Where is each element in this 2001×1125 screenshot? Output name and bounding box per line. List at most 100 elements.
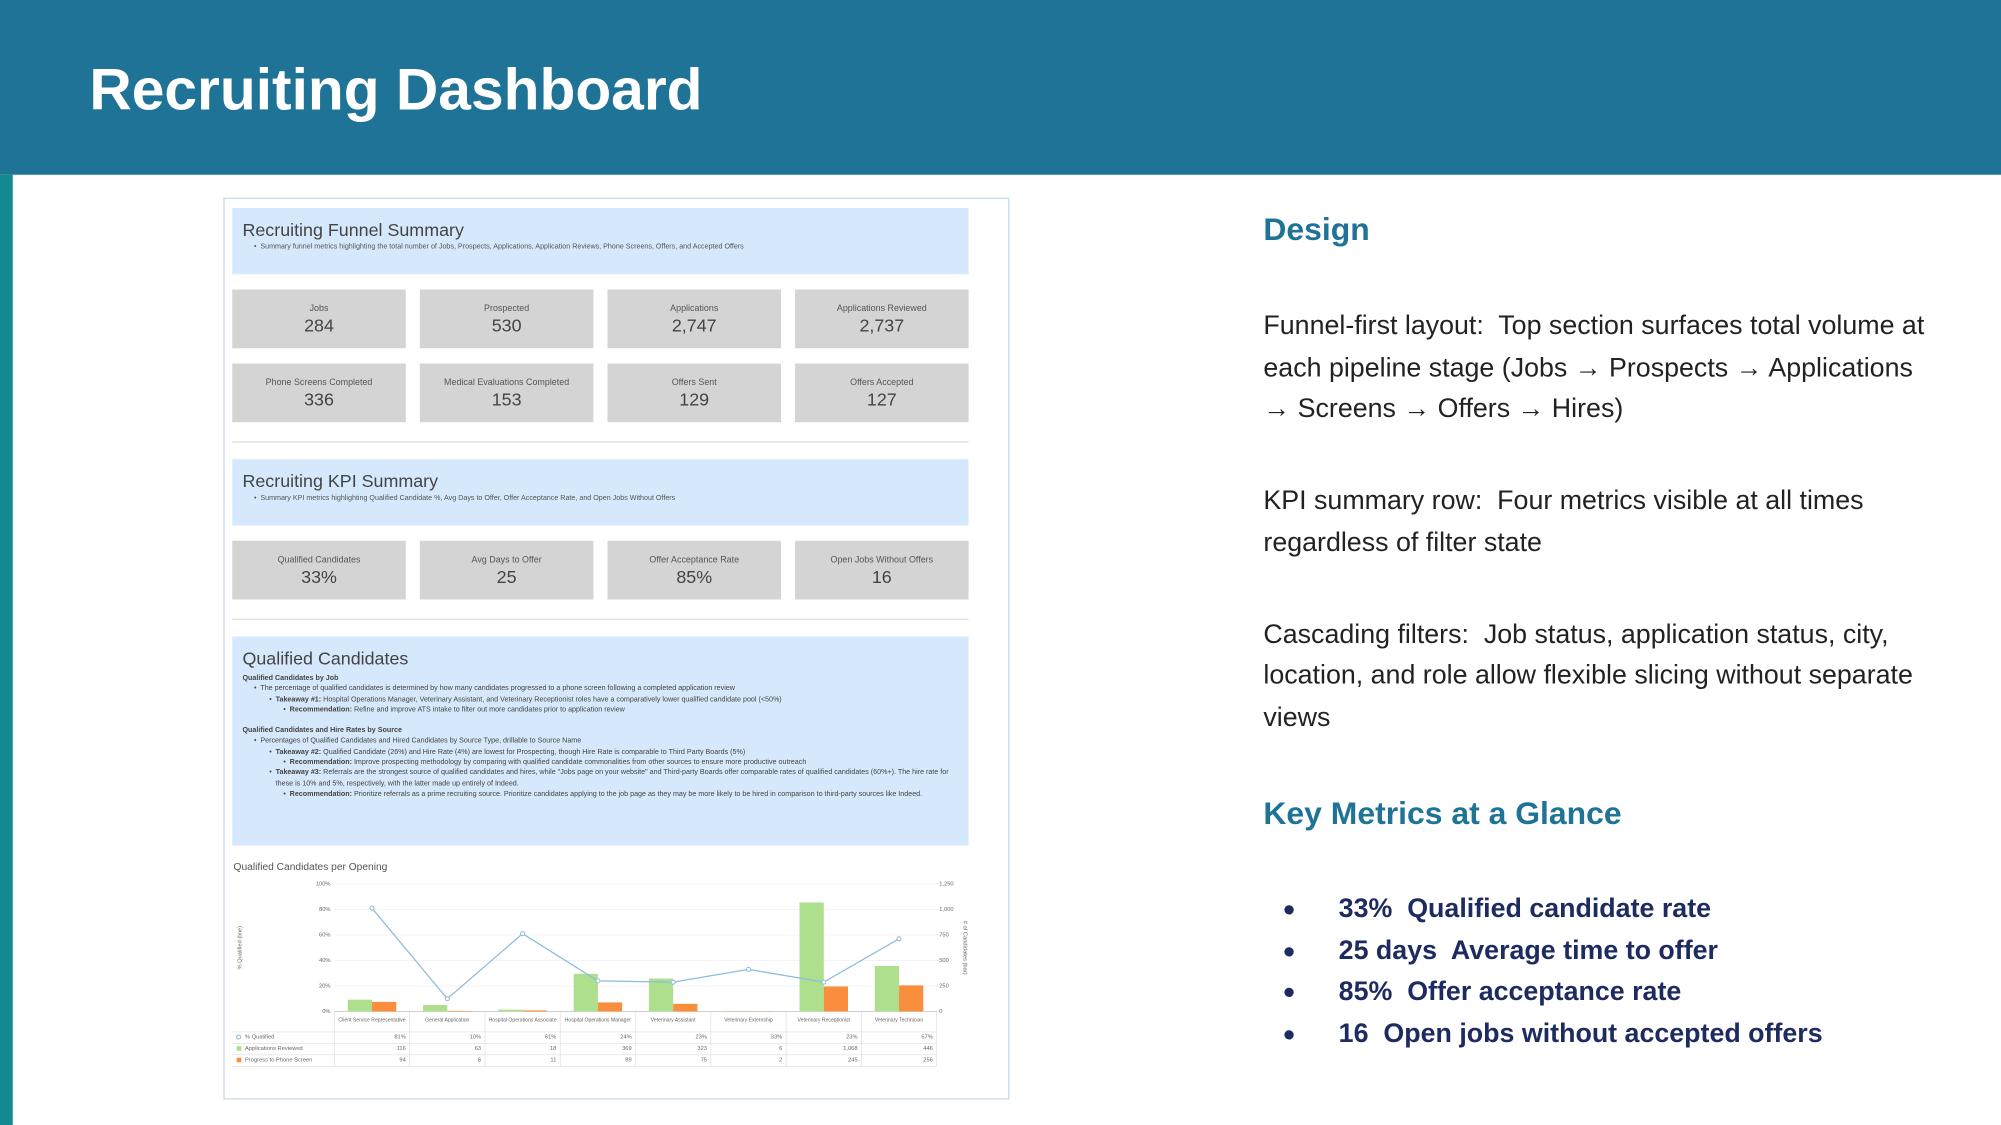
metric-card: Prospected 530 (419, 289, 594, 349)
y-axis-label: % Qualified (line) (237, 926, 243, 970)
takeaway-text: Hospital Operations Manager, Veterinary … (323, 695, 782, 704)
metric-card: Applications Reviewed 2,737 (795, 289, 969, 349)
section-title: Recruiting Funnel Summary (242, 219, 464, 240)
metric-value: 16 (1338, 1018, 1369, 1048)
takeaway-lead: Takeaway #2: (275, 748, 322, 757)
metric-card: Medical Evaluations Completed 153 (419, 363, 594, 423)
table-value: 11 (550, 1057, 556, 1063)
card-value: 25 (496, 566, 517, 587)
x-tick-label: Veterinary Receptionist (798, 1018, 851, 1024)
table-value: 89 (625, 1057, 631, 1063)
line-point (520, 931, 526, 937)
x-tick-label: Veterinary Externship (724, 1018, 773, 1024)
table-value: 63 (475, 1046, 481, 1052)
bar (371, 1001, 397, 1012)
metric-value: 85% (1338, 977, 1393, 1007)
bar (522, 1010, 547, 1012)
metric-card: Jobs 284 (232, 289, 406, 349)
table-value: 1,068 (843, 1046, 857, 1052)
y2-tick-label: 1,250 (939, 881, 953, 887)
metric-card: Avg Days to Offer 25 (419, 540, 594, 600)
notes-summary: The percentage of qualified candidates i… (242, 684, 959, 695)
takeaway-lead: Takeaway #1: (275, 695, 322, 704)
separator (232, 441, 969, 443)
recommendation: Recommendation: Improve prospecting meth… (242, 758, 959, 769)
design-label: KPI summary row: (1263, 485, 1483, 516)
table-value: 10% (470, 1035, 481, 1041)
card-label: Avg Days to Offer (471, 556, 542, 566)
legend-label: % Qualified (245, 1035, 274, 1041)
y-tick-label: 100% (316, 881, 331, 887)
x-tick-label: Veterinary Assistant (651, 1018, 696, 1024)
table-value: 2 (779, 1057, 782, 1063)
legend-marker (236, 1034, 242, 1040)
card-label: Applications (670, 304, 719, 314)
y-tick-label: 80% (319, 907, 330, 913)
table-value: 23% (846, 1035, 857, 1041)
line-point (444, 996, 450, 1002)
metric-card: Offer Acceptance Rate 85% (607, 540, 782, 600)
metric-text: Open jobs without accepted offers (1383, 1018, 1823, 1048)
metric-card: Open Jobs Without Offers 16 (795, 540, 969, 600)
key-metrics-heading: Key Metrics at a Glance (1263, 795, 1622, 832)
card-value: 530 (491, 315, 522, 336)
table-value: 369 (622, 1046, 632, 1052)
table-value: 24% (620, 1035, 631, 1041)
x-tick-label: Veterinary Technician (875, 1018, 924, 1024)
y2-tick-label: 250 (939, 983, 949, 989)
table-value: 245 (848, 1057, 858, 1063)
card-value: 336 (304, 389, 334, 410)
card-value: 2,737 (859, 315, 905, 336)
metric-card: Offers Sent 129 (607, 363, 782, 423)
design-item: Cascading filters: Job status, applicati… (1263, 614, 1939, 738)
bar (423, 1005, 448, 1012)
bar (573, 973, 598, 1012)
bar (899, 985, 924, 1012)
qualified-notes: Qualified Candidates by JobThe percentag… (242, 673, 959, 801)
section-subtitle: Summary funnel metrics highlighting the … (254, 244, 744, 252)
y2-tick-label: 1,000 (939, 907, 953, 913)
line-point (896, 936, 902, 942)
design-text: Top section surfaces total volume at eac… (1263, 311, 1925, 424)
legend-label: Progress to Phone Screen (245, 1057, 312, 1063)
card-label: Prospected (484, 304, 530, 314)
card-value: 85% (676, 566, 713, 587)
takeaway: Takeaway #1: Hospital Operations Manager… (242, 695, 959, 706)
card-label: Open Jobs Without Offers (830, 556, 934, 566)
x-tick-label: General Application (425, 1018, 469, 1024)
card-label: Medical Evaluations Completed (444, 378, 570, 388)
header-bar: Recruiting Dashboard (0, 0, 2001, 175)
line-point (821, 979, 827, 985)
notes-summary: Percentages of Qualified Candidates and … (242, 737, 959, 748)
x-tick-label: Client Service Representative (338, 1018, 405, 1024)
table-value: 18 (550, 1046, 556, 1052)
card-label: Offers Sent (671, 378, 717, 388)
recommendation: Recommendation: Refine and improve ATS i… (242, 705, 959, 716)
recommendation-text: Refine and improve ATS intake to filter … (353, 706, 625, 715)
design-label: Cascading filters: (1263, 619, 1469, 649)
combo-chart: 0% 20% 40% 60% 80% 100% 0 250 500 750 1,000 1,250 % … (232, 881, 967, 1067)
y-tick-label: 40% (319, 958, 330, 964)
metric-text: Qualified candidate rate (1407, 894, 1712, 924)
bar (447, 1010, 472, 1012)
y2-tick-label: 750 (939, 932, 949, 938)
bar (347, 999, 372, 1012)
notes-section: Qualified Candidates and Hire Rates by S… (242, 726, 959, 800)
y2-tick-label: 500 (939, 958, 949, 964)
x-tick-label: Hospital Operations Associate (489, 1018, 557, 1024)
bar (799, 902, 824, 1012)
recommendation-text: Prioritize referrals as a prime recruiti… (353, 790, 923, 799)
bar (648, 978, 674, 1012)
design-label: Funnel-first layout: (1263, 311, 1484, 341)
card-label: Phone Screens Completed (265, 378, 373, 388)
slide-title: Recruiting Dashboard (89, 56, 703, 123)
x-tick-label: Hospital Operations Manager (565, 1018, 632, 1024)
bar (874, 965, 900, 1012)
key-metric: 85% Offer acceptance rate (1263, 972, 1939, 1013)
accent-stripe (0, 174, 13, 1125)
section-subtitle: Summary KPI metrics highlighting Qualifi… (254, 495, 675, 503)
notes-section: Qualified Candidates by JobThe percentag… (242, 673, 959, 716)
funnel-header: Recruiting Funnel Summary Summary funnel… (232, 207, 969, 275)
